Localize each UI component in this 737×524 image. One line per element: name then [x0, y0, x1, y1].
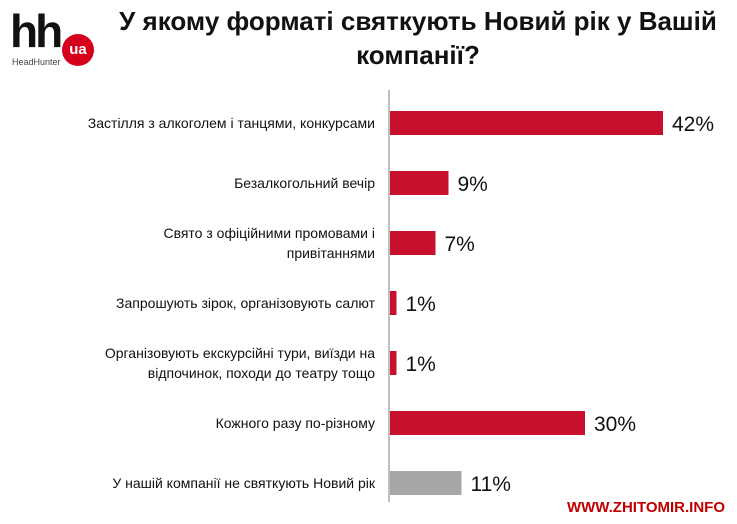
logo-badge: ua — [62, 34, 94, 66]
category-label: Застілля з алкоголем і танцями, конкурса… — [88, 115, 375, 131]
value-label: 42% — [672, 113, 714, 136]
headhunter-logo: hh ua HeadHunter — [6, 5, 106, 68]
bar — [390, 411, 585, 435]
logo-brand-text: hh — [10, 5, 63, 57]
category-label: Свято з офіційними промовами і — [163, 225, 375, 241]
logo-subtitle: HeadHunter — [12, 57, 61, 67]
category-label: У нашій компанії не святкують Новий рік — [112, 475, 376, 491]
bar — [390, 111, 663, 135]
value-label: 9% — [458, 173, 488, 196]
bar — [390, 471, 462, 495]
value-label: 11% — [471, 473, 511, 496]
category-label: Кожного разу по-різному — [216, 415, 375, 431]
bar — [390, 171, 449, 195]
chart-title: У якому форматі святкують Новий рік у Ва… — [119, 6, 717, 70]
watermark: WWW.ZHITOMIR.INFO — [566, 499, 725, 516]
bar — [390, 351, 397, 375]
value-label: 30% — [594, 413, 636, 436]
bar — [390, 291, 397, 315]
category-label: привітаннями — [287, 245, 375, 261]
bar — [390, 231, 436, 255]
category-label: Організовують екскурсійні тури, виїзди н… — [105, 345, 375, 361]
category-label: Запрошують зірок, організовують салют — [116, 295, 376, 311]
category-label: Безалкогольний вечір — [234, 175, 375, 191]
value-label: 1% — [406, 293, 436, 316]
category-label: відпочинок, походи до театру тощо — [148, 365, 375, 381]
value-label: 1% — [406, 353, 436, 376]
value-label: 7% — [445, 233, 475, 256]
